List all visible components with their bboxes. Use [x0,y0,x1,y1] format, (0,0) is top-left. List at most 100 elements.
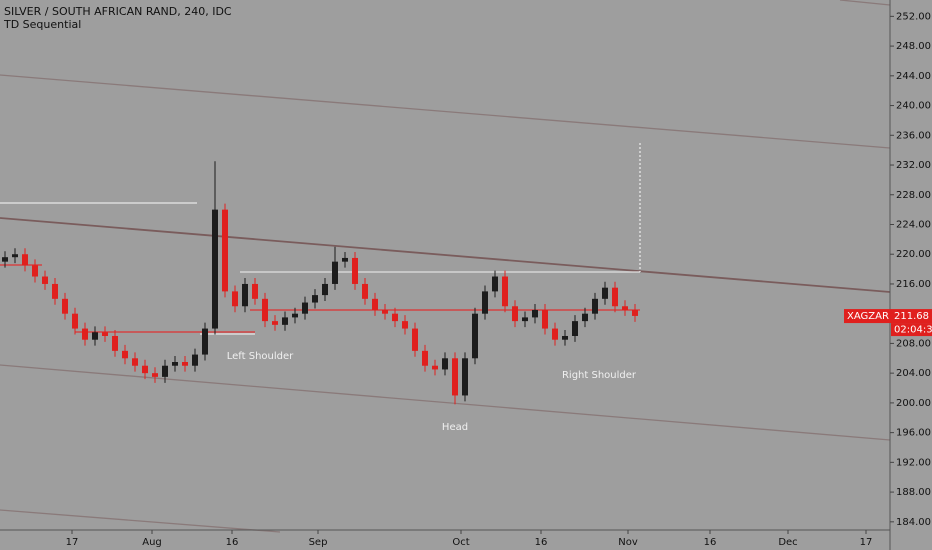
candle-body [382,309,388,314]
trend-line [0,364,891,441]
price-tag-label: XAGZAR [847,311,889,322]
y-tick-label: 232.00 [896,160,931,171]
y-tick-label: 208.00 [896,338,931,349]
x-tick-label: 16 [535,537,548,548]
candle-body [232,291,238,307]
candle-body [82,328,88,340]
candle-body [222,209,228,292]
candle-body [492,276,498,292]
candle-body [2,257,8,262]
y-tick-label: 204.00 [896,368,931,379]
candle-body [442,358,448,370]
candle-body [192,354,198,366]
y-tick-label: 200.00 [896,398,931,409]
y-tick-label: 248.00 [896,41,931,52]
indicator-name: TD Sequential [3,18,81,31]
candle-body [462,358,468,396]
candle-body [592,298,598,314]
candle-body [322,283,328,296]
x-tick-label: Dec [778,537,797,548]
candle-body [372,298,378,310]
countdown-tag [891,323,932,337]
drawings [0,0,891,533]
trend-line [0,509,281,533]
annotation: Left Shoulder [227,351,294,362]
trend-line [839,0,891,6]
candle-body [152,373,158,377]
y-tick-label: 188.00 [896,487,931,498]
candle-body [182,362,188,366]
candle-body [102,332,108,336]
candle-body [62,298,68,314]
candle-body [402,321,408,329]
candle-body [282,317,288,325]
x-tick-label: Aug [142,537,162,548]
candle-body [422,350,428,366]
candle-body [572,321,578,336]
candle-body [52,283,58,299]
y-tick-label: 224.00 [896,219,931,230]
candle-body [212,209,218,329]
y-tick-label: 252.00 [896,11,931,22]
y-tick-label: 192.00 [896,457,931,468]
candle-body [142,365,148,374]
x-tick-label: 16 [226,537,239,548]
candle-body [262,298,268,322]
neckline [0,217,891,293]
chart-title: SILVER / SOUTH AFRICAN RAND, 240, IDC [4,5,232,18]
candle-body [512,306,518,322]
candle-body [432,365,438,370]
candle-body [622,306,628,310]
candle-body [92,332,98,340]
candle-body [472,313,478,359]
candle-body [362,283,368,299]
candle-body [292,313,298,318]
x-tick-label: 16 [704,537,717,548]
candle-body [582,313,588,322]
price-tag [844,309,932,324]
candle-body [22,254,28,266]
candle-body [12,254,18,258]
candle-body [392,313,398,322]
candle-body [552,328,558,340]
x-tick-label: Oct [452,537,469,548]
candle-body [452,358,458,396]
candle-body [172,362,178,366]
y-tick-label: 216.00 [896,279,931,290]
candle-body [122,350,128,359]
y-tick-label: 184.00 [896,517,931,528]
price-tag-label: 211.68 [894,311,929,322]
y-tick-label: 228.00 [896,190,931,201]
candle-body [42,276,48,284]
price-tag-label: 02:04:33 [894,325,932,336]
candle-body [72,313,78,329]
candle-body [482,291,488,314]
y-tick-label: 220.00 [896,249,931,260]
x-tick-label: Nov [618,537,638,548]
candle-body [532,309,538,318]
candle-body [202,328,208,355]
x-tick-label: Sep [309,537,328,548]
candle-body [332,261,338,284]
x-tick-label: 17 [860,537,873,548]
candle-body [522,317,528,322]
annotation: Head [442,422,468,433]
candle-body [352,257,358,284]
annotation: Right Shoulder [562,370,637,381]
candle-body [502,276,508,307]
y-tick-label: 240.00 [896,101,931,112]
candle-body [132,358,138,366]
candle-body [602,287,608,299]
candle-body [542,309,548,329]
candle-body [162,365,168,377]
candle-body [562,335,568,340]
candle-body [632,309,638,316]
candle-body [302,302,308,314]
candle-body [272,321,278,325]
candle-body [252,283,258,299]
candle-body [412,328,418,351]
candle-body [612,287,618,307]
candle-body [112,335,118,351]
